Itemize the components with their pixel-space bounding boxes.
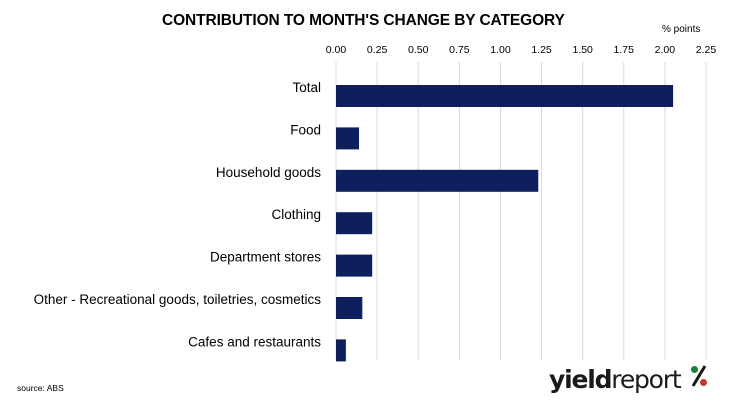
bar bbox=[336, 254, 373, 277]
x-tick-label: 0.75 bbox=[449, 44, 470, 56]
x-tick-label: 0.50 bbox=[408, 44, 429, 56]
x-tick-label: 1.25 bbox=[531, 44, 552, 56]
axis-units-label: % points bbox=[662, 24, 701, 35]
x-tick-label: 1.50 bbox=[572, 44, 593, 56]
chart-title: CONTRIBUTION TO MONTH'S CHANGE BY CATEGO… bbox=[162, 12, 565, 29]
x-tick-label: 2.25 bbox=[696, 44, 717, 56]
category-label: Clothing bbox=[271, 207, 321, 222]
category-label: Food bbox=[290, 122, 321, 137]
category-label: Total bbox=[292, 80, 321, 95]
x-tick-label: 0.00 bbox=[326, 44, 347, 56]
category-label: Other - Recreational goods, toiletries, … bbox=[34, 292, 322, 307]
category-label: Cafes and restaurants bbox=[188, 334, 321, 349]
category-labels: Total Food Household goods Clothing Departme… bbox=[34, 80, 322, 349]
logo-word-yield: yield bbox=[549, 365, 613, 394]
bar bbox=[336, 127, 360, 150]
x-tick-label: 2.00 bbox=[655, 44, 676, 56]
logo-word-report: report bbox=[611, 365, 681, 394]
bar bbox=[336, 339, 346, 362]
x-tick-label: 1.75 bbox=[614, 44, 635, 56]
category-label: Household goods bbox=[216, 165, 321, 180]
bar bbox=[336, 169, 539, 192]
x-tick-labels: 0.00 0.25 0.50 0.75 1.00 1.25 1.50 1.75 2.00 2.25 bbox=[326, 44, 717, 56]
gridlines bbox=[335, 62, 707, 360]
bar bbox=[336, 297, 363, 319]
yieldreport-logo: yieldreport bbox=[549, 364, 708, 392]
x-tick-label: 0.25 bbox=[367, 44, 388, 56]
x-tick-label: 1.00 bbox=[490, 44, 511, 56]
category-label: Department stores bbox=[210, 250, 321, 265]
source-note: source: ABS bbox=[17, 383, 64, 393]
bars bbox=[336, 85, 674, 362]
bar bbox=[336, 212, 373, 235]
bar bbox=[336, 85, 674, 107]
percent-logo-icon bbox=[690, 364, 708, 392]
